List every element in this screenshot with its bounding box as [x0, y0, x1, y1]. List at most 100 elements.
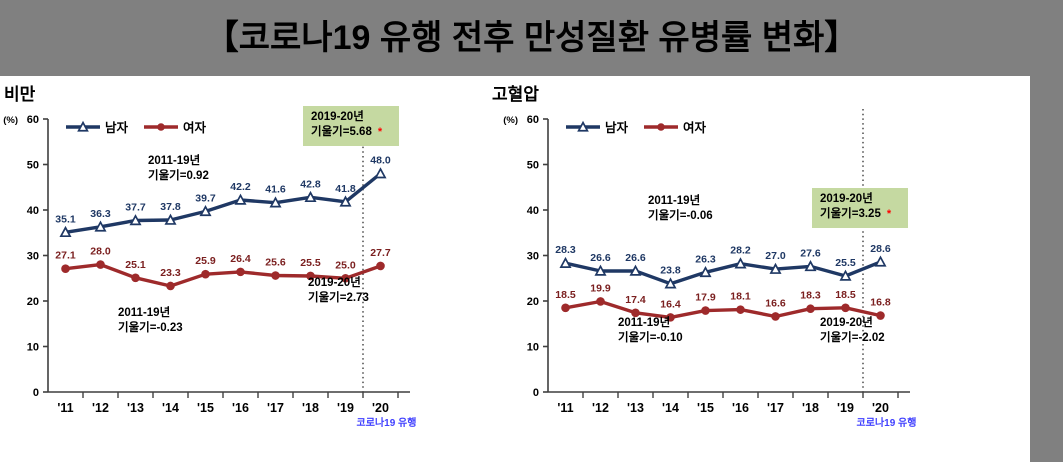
svg-text:19.9: 19.9 — [590, 282, 611, 294]
svg-text:코로나19 유행: 코로나19 유행 — [857, 416, 917, 429]
title-band — [0, 0, 1063, 76]
svg-text:36.3: 36.3 — [90, 208, 111, 220]
svg-text:25.5: 25.5 — [300, 257, 321, 269]
svg-text:기울기=-0.23: 기울기=-0.23 — [118, 320, 183, 334]
svg-text:(%): (%) — [3, 115, 18, 126]
svg-text:30: 30 — [27, 251, 39, 263]
svg-text:25.5: 25.5 — [835, 257, 856, 269]
svg-text:여자: 여자 — [683, 120, 707, 135]
svg-text:10: 10 — [527, 342, 539, 354]
svg-text:27.6: 27.6 — [800, 247, 821, 259]
svg-text:기울기=5.68 *: 기울기=5.68 * — [311, 124, 383, 138]
svg-text:기울기=3.25 *: 기울기=3.25 * — [820, 206, 892, 220]
svg-text:28.6: 28.6 — [870, 243, 891, 255]
svg-text:2019-20년: 2019-20년 — [820, 191, 873, 205]
svg-text:'16: '16 — [732, 401, 749, 415]
svg-text:17.9: 17.9 — [695, 292, 716, 304]
svg-text:'13: '13 — [127, 401, 144, 415]
charts-canvas: 비만 0 10 20 30 40 50 60 (%) '11 '12 '13 '14 '15 '16 '17… — [0, 76, 1030, 462]
svg-text:2011-19년: 2011-19년 — [648, 193, 700, 207]
svg-text:16.4: 16.4 — [660, 298, 681, 310]
svg-text:41.8: 41.8 — [335, 183, 356, 195]
svg-text:37.7: 37.7 — [125, 201, 146, 213]
page-title: 【코로나19 유행 전후 만성질환 유병률 변화】 — [204, 19, 859, 57]
svg-text:2011-19년: 2011-19년 — [618, 315, 670, 329]
svg-text:35.1: 35.1 — [55, 213, 76, 225]
svg-text:28.0: 28.0 — [90, 246, 111, 258]
svg-text:'14: '14 — [662, 401, 679, 415]
svg-text:16.8: 16.8 — [870, 297, 891, 309]
svg-text:16.6: 16.6 — [765, 297, 786, 309]
svg-text:40: 40 — [527, 205, 539, 217]
svg-text:'19: '19 — [837, 401, 854, 415]
svg-text:27.1: 27.1 — [55, 250, 76, 262]
svg-text:'12: '12 — [592, 401, 609, 415]
svg-text:50: 50 — [527, 160, 539, 172]
svg-text:26.6: 26.6 — [590, 252, 611, 264]
svg-text:25.0: 25.0 — [335, 259, 356, 271]
svg-text:'15: '15 — [697, 401, 714, 415]
svg-text:남자: 남자 — [105, 120, 129, 135]
svg-text:42.2: 42.2 — [230, 181, 251, 193]
svg-text:기울기=2.73: 기울기=2.73 — [308, 290, 369, 304]
svg-text:'20: '20 — [872, 401, 889, 415]
svg-text:18.1: 18.1 — [730, 291, 751, 303]
svg-text:25.9: 25.9 — [195, 255, 216, 267]
svg-text:41.6: 41.6 — [265, 184, 286, 196]
chart-obesity-plot: 0 10 20 30 40 50 60 (%) '11 '12 '13 '14 '15 '16 '17 '18… — [3, 106, 417, 429]
svg-text:기울기=-2.02: 기울기=-2.02 — [820, 330, 885, 344]
svg-text:42.8: 42.8 — [300, 178, 321, 190]
svg-text:'12: '12 — [92, 401, 109, 415]
svg-text:'18: '18 — [302, 401, 319, 415]
svg-text:18.3: 18.3 — [800, 290, 821, 302]
chart-hypertension: 고혈압 0 10 20 30 40 50 60 (%) '11 '12 '13 '14 '15 '16 '1… — [490, 76, 1030, 462]
chart-hypertension-title: 고혈압 — [492, 85, 539, 104]
svg-text:'14: '14 — [162, 401, 179, 415]
svg-text:'16: '16 — [232, 401, 249, 415]
svg-text:50: 50 — [27, 160, 39, 172]
svg-text:17.4: 17.4 — [625, 294, 646, 306]
svg-text:10: 10 — [27, 342, 39, 354]
svg-text:25.6: 25.6 — [265, 257, 286, 269]
chart-obesity-title: 비만 — [4, 85, 36, 104]
svg-text:'20: '20 — [372, 401, 389, 415]
svg-text:23.8: 23.8 — [660, 265, 681, 277]
svg-text:28.2: 28.2 — [730, 245, 751, 257]
svg-text:28.3: 28.3 — [555, 244, 576, 256]
svg-text:25.1: 25.1 — [125, 259, 146, 271]
svg-text:코로나19 유행: 코로나19 유행 — [357, 416, 417, 429]
svg-text:20: 20 — [27, 296, 39, 308]
svg-text:'11: '11 — [57, 401, 73, 415]
svg-text:2019-20년: 2019-20년 — [308, 275, 361, 289]
svg-text:18.5: 18.5 — [555, 289, 576, 301]
svg-text:27.7: 27.7 — [370, 247, 391, 259]
svg-text:26.4: 26.4 — [230, 253, 251, 265]
svg-text:2019-20년: 2019-20년 — [820, 315, 873, 329]
svg-text:'17: '17 — [267, 401, 284, 415]
svg-text:20: 20 — [527, 296, 539, 308]
svg-text:0: 0 — [533, 387, 539, 399]
svg-text:'13: '13 — [627, 401, 644, 415]
svg-text:'11: '11 — [557, 401, 573, 415]
svg-text:23.3: 23.3 — [160, 267, 181, 279]
svg-text:37.8: 37.8 — [160, 201, 181, 213]
svg-text:40: 40 — [27, 205, 39, 217]
svg-text:26.3: 26.3 — [695, 253, 716, 265]
svg-text:'18: '18 — [802, 401, 819, 415]
svg-text:'17: '17 — [767, 401, 784, 415]
svg-text:2019-20년: 2019-20년 — [311, 109, 364, 123]
svg-text:'15: '15 — [197, 401, 214, 415]
svg-text:0: 0 — [33, 387, 39, 399]
svg-text:'19: '19 — [337, 401, 354, 415]
svg-text:2011-19년: 2011-19년 — [148, 153, 200, 167]
svg-text:60: 60 — [27, 114, 39, 126]
svg-text:여자: 여자 — [183, 120, 207, 135]
svg-text:(%): (%) — [503, 115, 518, 126]
svg-text:18.5: 18.5 — [835, 289, 856, 301]
svg-text:기울기=0.92: 기울기=0.92 — [148, 168, 209, 182]
svg-text:기울기=-0.06: 기울기=-0.06 — [648, 208, 713, 222]
svg-text:48.0: 48.0 — [370, 155, 391, 167]
svg-text:27.0: 27.0 — [765, 250, 786, 262]
svg-text:2011-19년: 2011-19년 — [118, 305, 170, 319]
chart-hypertension-plot: 0 10 20 30 40 50 60 (%) '11 '12 '13 '14 '15 '16 '17 '18… — [503, 109, 917, 429]
